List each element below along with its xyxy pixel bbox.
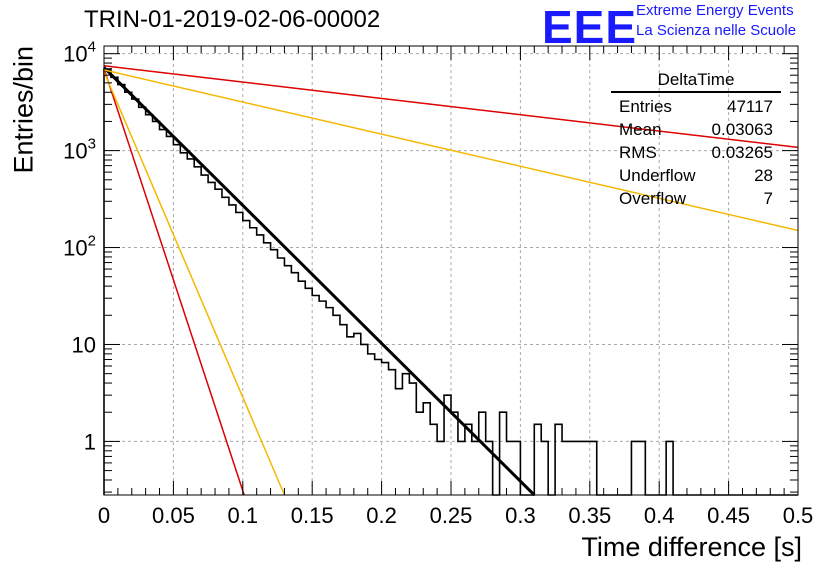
stats-value: 0.03265 <box>711 143 773 162</box>
fit-line-4 <box>103 65 799 149</box>
stats-box-title: DeltaTime <box>611 70 781 93</box>
x-tick-label: 0.4 <box>644 503 675 528</box>
fit-line-2 <box>103 68 245 496</box>
stats-label: Mean <box>619 120 662 139</box>
stats-box: DeltaTime Entries 47117 Mean 0.03063 RMS… <box>611 70 781 210</box>
stats-value: 0.03063 <box>711 120 773 139</box>
axes-group: 0 0.05 0.1 0.15 0.2 0.25 0.3 0.35 0.4 0.45 0.5 1 10 1… <box>63 39 813 528</box>
stats-row-rms: RMS 0.03265 <box>611 141 781 164</box>
stats-label: Entries <box>619 97 672 116</box>
x-tick-label: 0.15 <box>291 503 334 528</box>
fit-line-5 <box>103 69 799 232</box>
stats-value: 28 <box>754 166 773 185</box>
x-tick-label: 0.35 <box>568 503 611 528</box>
y-tick-label: 102 <box>63 233 96 261</box>
stats-label: Overflow <box>619 189 687 208</box>
stats-value: 7 <box>763 189 773 208</box>
stats-row-entries: Entries 47117 <box>611 95 781 118</box>
x-tick-label: 0.2 <box>366 503 397 528</box>
x-axis-label: Time difference [s] <box>581 532 802 562</box>
x-tick-label: 0.25 <box>430 503 473 528</box>
x-tick-label: 0.45 <box>707 503 750 528</box>
brand-line-1: Extreme Energy Events <box>636 2 794 19</box>
stats-row-overflow: Overflow 7 <box>611 187 781 210</box>
y-tick-label: 103 <box>63 136 96 164</box>
fit-lines-group <box>102 65 799 497</box>
eee-logo: EEE <box>542 1 638 53</box>
x-tick-label: 0.05 <box>152 503 195 528</box>
stats-value: 47117 <box>726 97 773 116</box>
y-tick-label: 10 <box>72 332 96 357</box>
stats-row-mean: Mean 0.03063 <box>611 118 781 141</box>
x-tick-label: 0 <box>98 503 110 528</box>
chart-title: TRIN-01-2019-02-06-00002 <box>84 6 381 33</box>
y-tick-label: 104 <box>63 39 96 67</box>
brand-line-2: La Scienza nelle Scuole <box>636 22 797 39</box>
stats-label: RMS <box>619 143 657 162</box>
fit-line-1 <box>102 66 536 497</box>
y-axis-label: Entries/bin <box>8 45 39 174</box>
stats-label: Underflow <box>619 166 696 185</box>
fit-line-3 <box>103 71 286 496</box>
y-tick-label: 1 <box>84 429 96 454</box>
x-tick-label: 0.5 <box>783 503 814 528</box>
x-tick-label: 0.3 <box>505 503 536 528</box>
stats-row-underflow: Underflow 28 <box>611 164 781 187</box>
x-tick-label: 0.1 <box>228 503 259 528</box>
